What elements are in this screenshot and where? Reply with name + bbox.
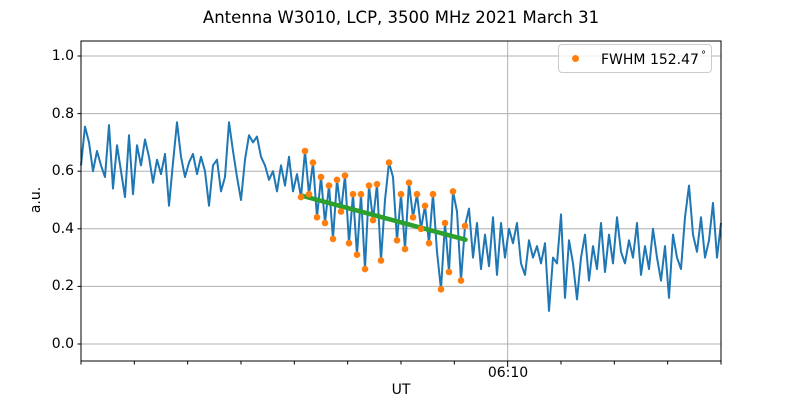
legend: FWHM 152.47 ° — [558, 44, 712, 73]
extrema-point — [393, 237, 401, 244]
extrema-point — [397, 190, 405, 198]
extrema-point — [377, 257, 385, 264]
extrema-point — [313, 214, 321, 221]
extrema-point — [365, 182, 373, 189]
extrema-point — [333, 176, 341, 184]
extrema-point — [421, 202, 429, 210]
extrema-point — [373, 180, 381, 188]
extrema-point — [385, 159, 393, 166]
extrema-point — [329, 235, 337, 243]
x-tick-label: 06:10 — [487, 365, 529, 381]
y-tick-label: 0.2 — [51, 278, 74, 295]
extrema-point — [429, 190, 437, 198]
extrema-point — [405, 179, 413, 186]
x-axis-label: UT — [391, 382, 411, 398]
extrema-point — [445, 268, 453, 276]
extrema-point — [341, 172, 349, 179]
extrema-point — [361, 265, 369, 273]
extrema-point — [457, 277, 465, 284]
extrema-point — [309, 159, 317, 166]
extrema-point — [349, 190, 357, 198]
extrema-point — [369, 216, 377, 224]
degree-symbol: ° — [700, 49, 706, 61]
y-tick-label: 1.0 — [51, 48, 74, 64]
y-axis-label: a.u. — [28, 186, 44, 214]
extrema-point — [317, 173, 325, 181]
extrema-point — [325, 182, 333, 189]
extrema-point — [401, 245, 409, 253]
extrema-point — [305, 190, 313, 198]
y-tick-label: 0.6 — [51, 163, 74, 180]
extrema-point — [437, 286, 445, 293]
extrema-point — [425, 239, 433, 247]
y-tick-label: 0.4 — [51, 220, 74, 237]
extrema-point — [337, 208, 345, 215]
extrema-point — [297, 193, 305, 201]
y-tick-label: 0.0 — [51, 336, 74, 352]
signal-line — [80, 121, 722, 312]
scatter-marker-icon — [572, 55, 579, 62]
extrema-point — [461, 222, 469, 230]
extrema-point — [353, 251, 361, 258]
extrema-point — [449, 188, 457, 195]
legend-label: FWHM 152.47 ° — [601, 49, 706, 68]
y-tick-label: 0.8 — [51, 105, 74, 122]
chart-title: Antenna W3010, LCP, 3500 MHz 2021 March … — [202, 8, 600, 27]
extrema-point — [441, 219, 449, 227]
extrema-point — [357, 190, 365, 198]
y-tick-labels: 0.0 0.2 0.4 0.6 0.8 1.0 — [30, 0, 74, 400]
fit-line — [299, 193, 468, 242]
extrema-point — [321, 219, 329, 227]
extrema-point — [413, 190, 421, 198]
extrema-point — [301, 147, 309, 155]
extrema-point — [417, 225, 425, 233]
extrema-point — [409, 214, 417, 221]
extrema-point — [345, 239, 353, 247]
